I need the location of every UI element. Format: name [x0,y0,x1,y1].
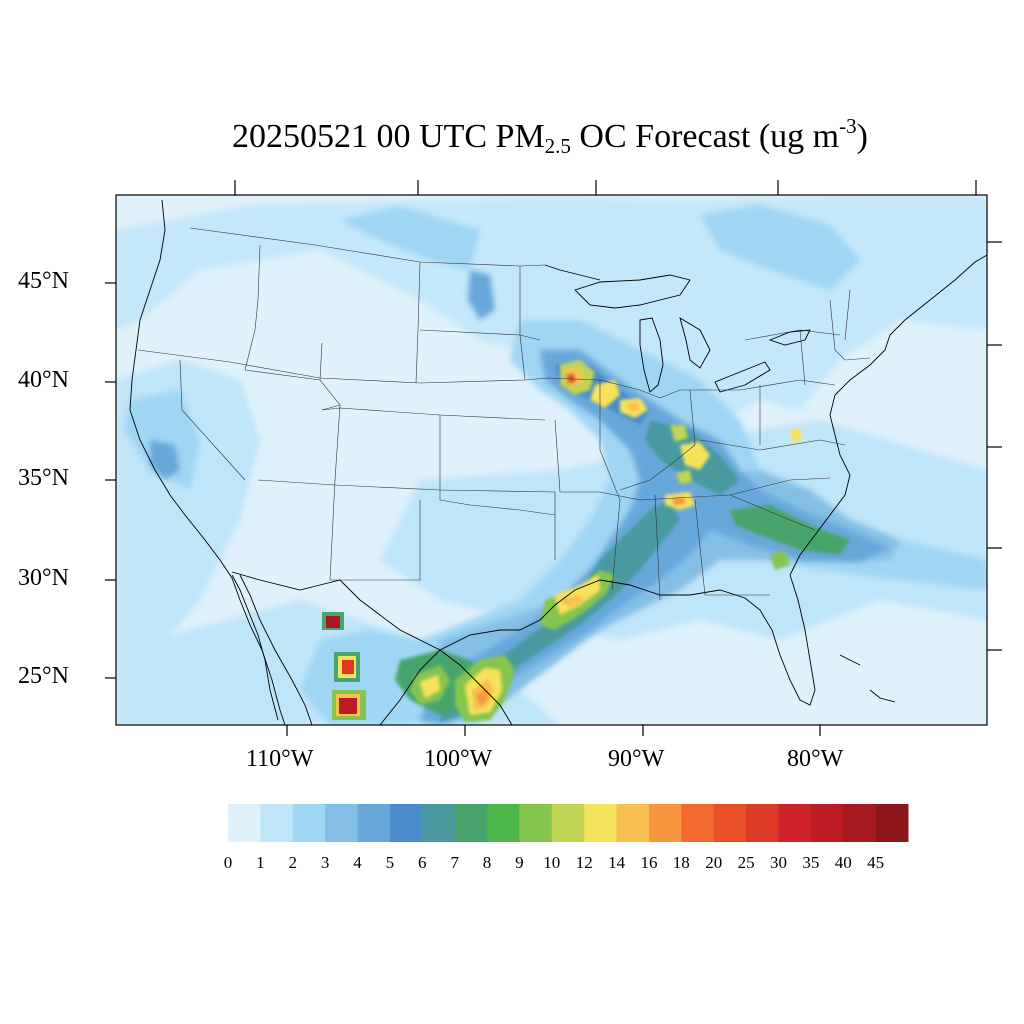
colorbar-level-label: 3 [320,853,330,872]
colorbar-level-label: 30 [770,853,787,872]
map-title: 20250521 00 UTC PM2.5 OC Forecast (ug m-… [232,114,868,158]
colorbar-level-label: 14 [608,853,626,872]
axis-ticks [105,180,1002,736]
lat-label-30: 30°N [18,565,69,591]
colorbar-level-label: 9 [515,853,524,872]
colorbar-level-label: 7 [450,853,459,872]
colorbar-level-label: 2 [288,853,298,872]
colorbar-level-label: 8 [482,853,492,872]
lon-label-100w: 100°W [424,746,493,772]
coastlines [129,199,987,725]
state-boundaries [137,227,871,601]
lon-label-80w: 80°W [787,746,844,772]
colorbar-level-label: 16 [640,853,658,872]
colorbar-level-label: 25 [737,853,755,872]
lon-label-90w: 90°W [608,746,665,772]
colorbar-level-label: 4 [353,853,362,872]
lat-label-40: 40°N [18,367,69,393]
colorbar-level-label: 12 [575,853,593,872]
colorbar-level-label: 5 [385,853,395,872]
colorbar-level-label: 35 [802,853,820,872]
colorbar-level-label: 20 [705,853,723,872]
colorbar-level-label: 45 [867,853,885,872]
colorbar-level-label: 18 [672,853,690,872]
lat-label-25: 25°N [18,663,69,689]
lat-label-45: 45°N [18,268,69,294]
lon-label-110w: 110°W [246,746,314,772]
colorbar-level-label: 1 [256,853,265,872]
concentration-field [116,195,987,725]
lat-label-35: 35°N [18,465,69,491]
colorbar-level-label: 10 [543,853,561,872]
international-boundary [231,264,601,725]
colorbar-level-label: 0 [223,853,233,872]
colorbar-level-label: 40 [834,853,852,872]
plot-frame [115,194,988,726]
colorbar-level-label: 6 [418,853,427,872]
